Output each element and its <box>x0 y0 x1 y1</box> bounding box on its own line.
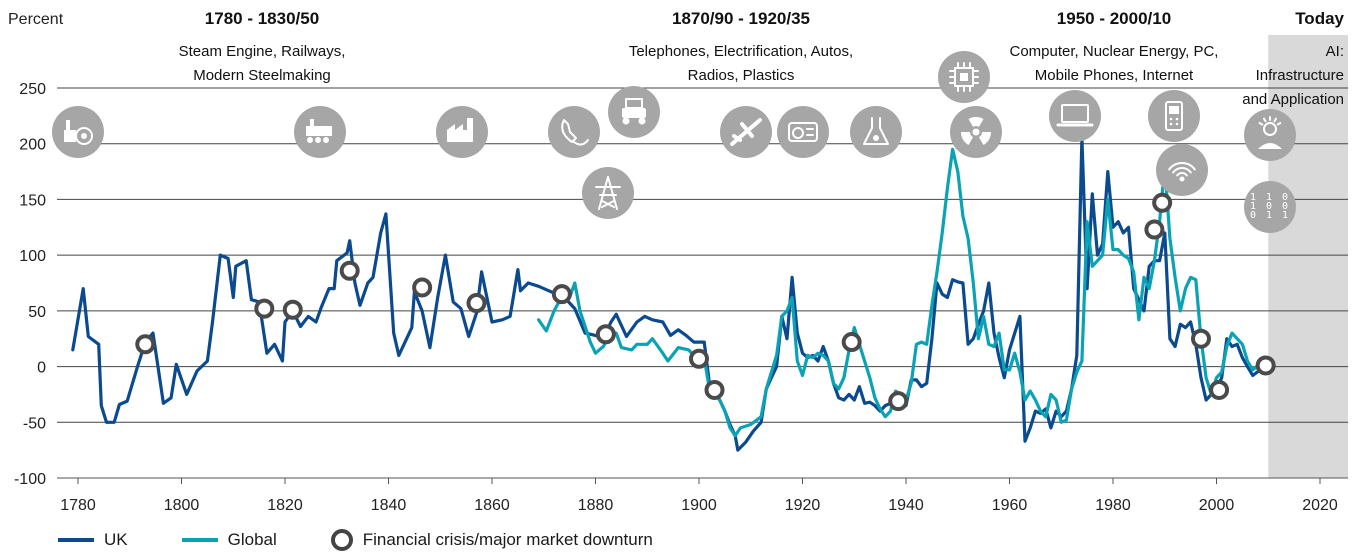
binary-digits: 1 0 0 <box>1250 201 1290 212</box>
icon-disc <box>1156 144 1208 196</box>
era-labels: 1780 - 1830/50 Steam Engine, Railways, Mod… <box>179 9 1345 108</box>
x-tick-label: 1920 <box>785 497 821 514</box>
era-subtitle: Computer, Nuclear Energy, PC, <box>1010 43 1219 60</box>
y-axis-label: Percent <box>8 11 64 28</box>
y-tick-label: 50 <box>28 304 46 321</box>
y-tick-label: 0 <box>37 360 46 377</box>
radiation-icon <box>950 106 1002 158</box>
crisis-marker <box>1209 379 1230 400</box>
x-tick-label: 2020 <box>1302 497 1338 514</box>
laptop-icon <box>1049 90 1101 142</box>
era-title: 1870/90 - 1920/35 <box>672 9 810 28</box>
x-tick-label: 1880 <box>578 497 614 514</box>
era-title: 1950 - 2000/10 <box>1057 9 1171 28</box>
crisis-marker <box>689 348 709 369</box>
icon-disc <box>1049 90 1101 142</box>
airplane-icon <box>720 106 772 158</box>
legend-label-uk: UK <box>104 530 128 549</box>
crisis-marker <box>339 260 360 281</box>
era-subtitle: Mobile Phones, Internet <box>1035 67 1194 84</box>
crisis-marker <box>282 299 303 320</box>
legend-label-global: Global <box>227 530 277 549</box>
today-shaded-region <box>1268 35 1348 478</box>
y-tick-label: 100 <box>19 248 46 265</box>
icon-disc <box>582 167 634 219</box>
crisis-marker <box>1190 328 1211 349</box>
radio-icon <box>777 106 829 158</box>
factory-gear-icon <box>52 106 104 158</box>
icon-disc <box>1148 90 1200 142</box>
ai-lightbulb-icon <box>1244 109 1296 161</box>
x-tick-label: 1900 <box>681 497 717 514</box>
binary-icon: 1 1 01 0 00 1 1 <box>1244 181 1296 233</box>
x-tick-label: 1800 <box>164 497 200 514</box>
crisis-marker <box>1144 219 1165 240</box>
x-axis: 1780 1800 1820 1840 1860 1880 1900 1920 1940 1960… <box>60 478 1338 514</box>
x-tick-label: 1960 <box>992 497 1028 514</box>
icon-disc <box>548 106 600 158</box>
y-tick-label: -100 <box>14 471 46 488</box>
y-tick-label: -50 <box>23 415 46 432</box>
crisis-marker <box>412 277 433 298</box>
y-tick-label: 150 <box>19 192 46 209</box>
era-subtitle: Infrastructure <box>1256 67 1344 84</box>
crisis-marker <box>1152 192 1173 213</box>
crisis-marker <box>135 334 156 355</box>
x-tick-label: 2000 <box>1199 497 1235 514</box>
legend-label-crisis: Financial crisis/major market downturn <box>362 530 653 549</box>
crisis-marker <box>704 379 725 400</box>
locomotive-icon <box>294 106 346 158</box>
x-tick-label: 1940 <box>888 497 924 514</box>
legend-swatch-uk <box>58 538 94 542</box>
binary-digits: 1 1 0 <box>1250 192 1290 203</box>
era-subtitle: Steam Engine, Railways, <box>179 43 346 60</box>
era-subtitle: and Application <box>1242 91 1344 108</box>
crisis-marker <box>466 293 487 314</box>
era-title: Today <box>1295 9 1344 28</box>
automobile-icon <box>608 86 660 138</box>
legend-marker-crisis <box>330 529 353 551</box>
era-title: 1780 - 1830/50 <box>205 9 319 28</box>
series-line-uk <box>71 136 1265 452</box>
x-tick-label: 1980 <box>1095 497 1131 514</box>
crisis-markers <box>135 192 1276 412</box>
y-tick-label: 200 <box>19 137 46 154</box>
telephone-icon <box>548 106 600 158</box>
x-tick-label: 1780 <box>60 497 96 514</box>
x-tick-label: 1840 <box>371 497 407 514</box>
x-tick-label: 1860 <box>474 497 510 514</box>
factory-icon <box>436 106 488 158</box>
crisis-marker <box>551 284 572 305</box>
era-subtitle: Modern Steelmaking <box>193 67 331 84</box>
era-subtitle: Radios, Plastics <box>688 67 795 84</box>
legend-item-uk: UK <box>58 530 128 550</box>
crisis-marker <box>888 391 909 412</box>
legend-item-global: Global <box>181 530 277 550</box>
legend-item-crisis: Financial crisis/major market downturn <box>330 529 653 551</box>
power-pylon-icon <box>582 167 634 219</box>
series-lines <box>71 136 1265 452</box>
microchip-icon <box>938 51 990 103</box>
wifi-icon <box>1156 144 1208 196</box>
flask-icon <box>850 106 902 158</box>
era-subtitle: AI: <box>1326 43 1344 60</box>
icon-disc <box>1244 181 1296 233</box>
legend: UK Global Financial crisis/major market … <box>58 528 707 552</box>
binary-digits: 0 1 1 <box>1250 210 1290 221</box>
crisis-marker <box>595 324 616 345</box>
crisis-marker <box>841 332 862 353</box>
icon-disc <box>850 106 902 158</box>
era-subtitle: Telephones, Electrification, Autos, <box>629 43 853 60</box>
crisis-marker <box>1255 355 1276 376</box>
y-axis: 250 200 150 100 50 0 -50 -100 <box>14 81 46 488</box>
crisis-marker <box>254 298 275 319</box>
technology-icons: 1 1 01 0 00 1 1 <box>52 51 1296 233</box>
legend-swatch-global <box>181 538 218 542</box>
y-tick-label: 250 <box>19 81 46 98</box>
x-tick-label: 1820 <box>267 497 303 514</box>
mobile-phone-icon <box>1148 90 1200 142</box>
